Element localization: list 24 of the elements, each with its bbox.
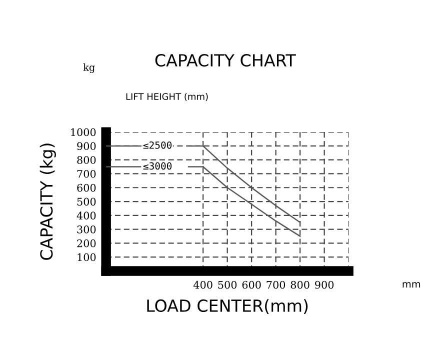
x-tick-label: 600	[242, 280, 261, 289]
x-axis-title: LOAD CENTER(mm)	[147, 299, 308, 314]
legend-label: ≤2500	[143, 141, 172, 149]
text: kg	[83, 63, 95, 73]
y-tick-label: 700	[77, 170, 96, 178]
y-tick-label: 100	[78, 253, 96, 262]
y-tick-label: 900	[77, 142, 96, 150]
y-axis-title: CAPACITY (kg)	[40, 144, 56, 260]
text: mm	[402, 282, 420, 288]
legend-label: ≤3000	[143, 162, 172, 170]
x-tick-label: 800	[290, 280, 310, 289]
x-tick-label: 700	[266, 280, 286, 289]
y-tick-label: 500	[77, 198, 96, 206]
y-tick-label: 600	[77, 184, 96, 192]
y-tick-label: 200	[77, 239, 96, 248]
y-tick-label: 300	[77, 226, 96, 234]
y-tick-label: 800	[77, 156, 96, 164]
x-tick-label: 400	[193, 280, 212, 289]
x-tick-label: 500	[218, 280, 237, 289]
y-tick-label: 1000	[71, 128, 96, 136]
chart-title: CAPACITY CHART	[155, 54, 296, 67]
x-tick-label: 900	[315, 280, 334, 289]
y-tick-label: 400	[76, 212, 96, 220]
legend-title: LIFT HEIGHT (mm)	[126, 92, 208, 102]
